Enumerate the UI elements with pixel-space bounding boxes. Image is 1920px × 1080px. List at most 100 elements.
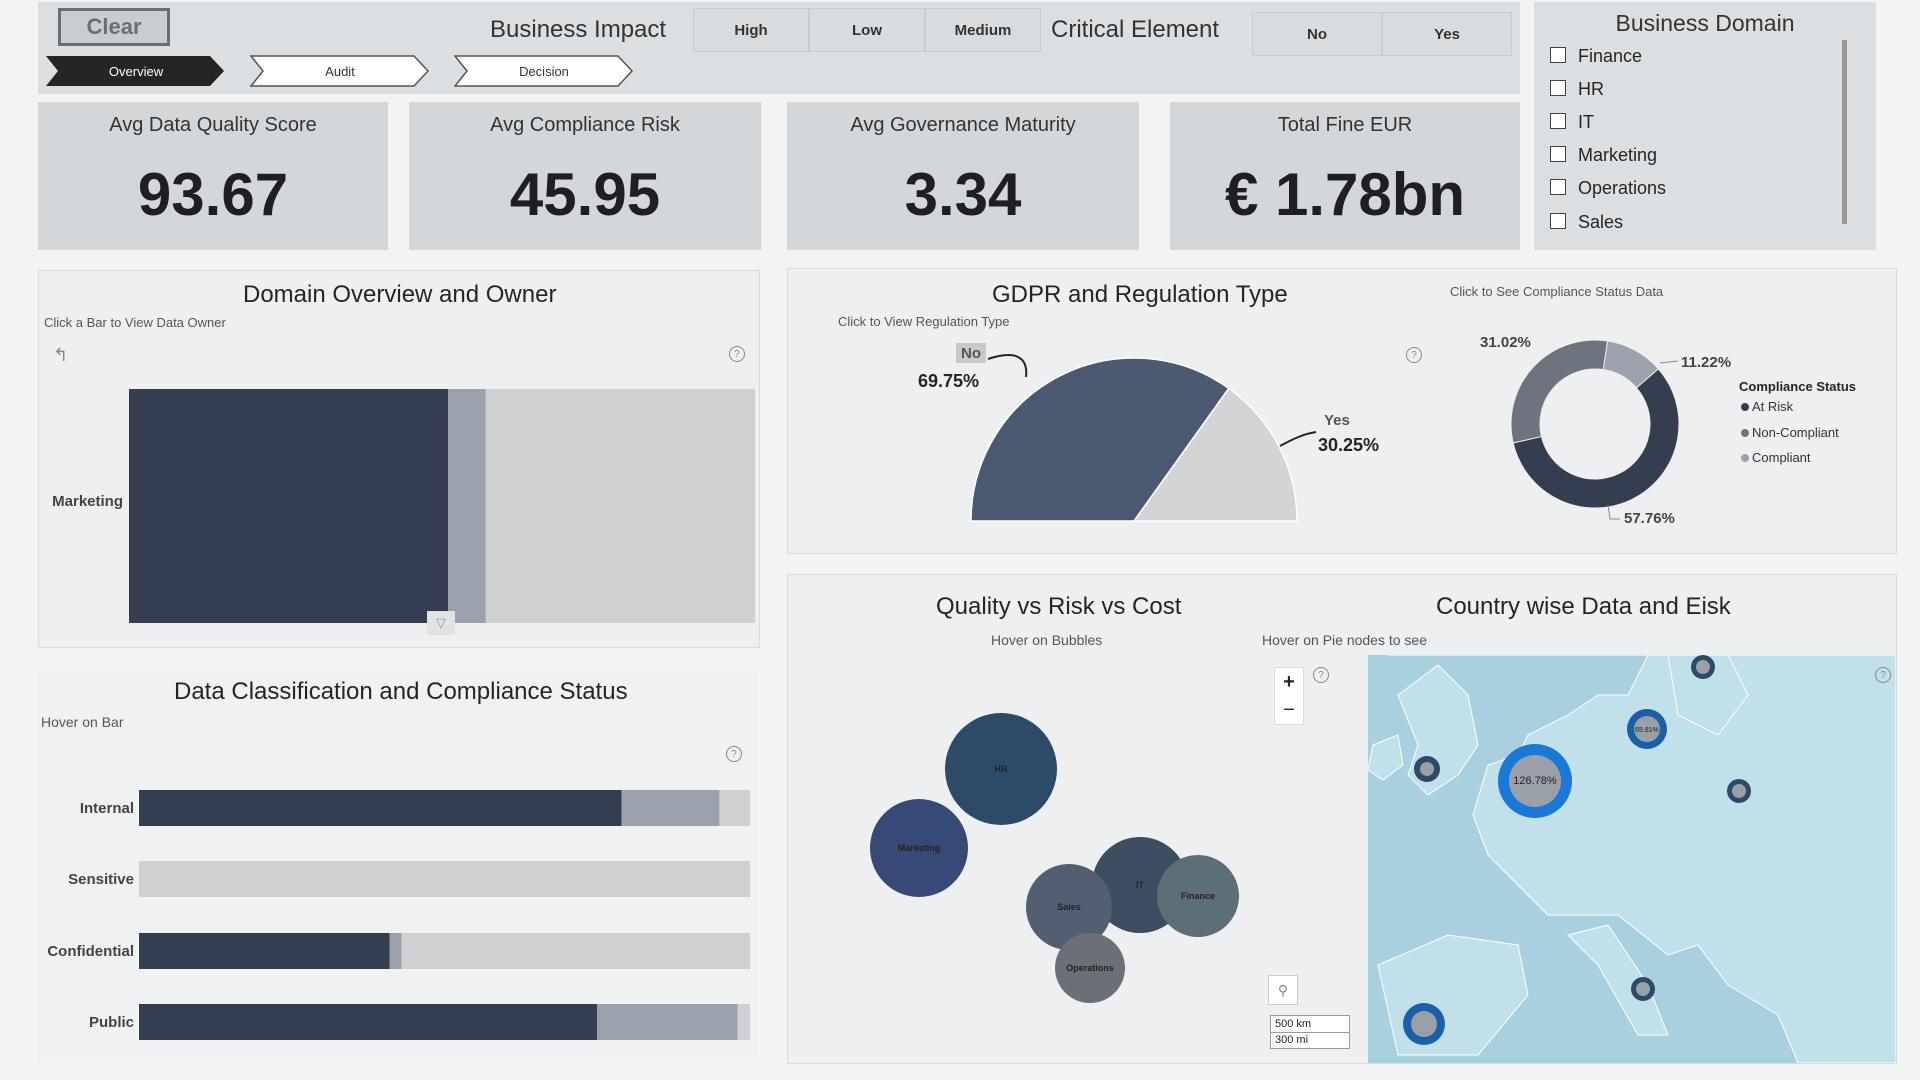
bubble-hr[interactable] [945,713,1057,825]
help-icon[interactable]: ? [726,746,742,762]
marketing-label[interactable]: Marketing [1578,145,1658,165]
leader-line [1659,360,1679,364]
nav-decision-button[interactable]: Decision [454,54,634,88]
classification-bar-chart: Internal Sensitive Confidential Public [47,790,750,1040]
hr-label[interactable]: HR [1578,79,1604,99]
nav-audit-button[interactable]: Audit [250,54,430,88]
zoom-out-button[interactable]: − [1283,698,1295,721]
kpi-card-data-quality: Avg Data Quality Score 93.67 [38,102,388,250]
panel-subtitle: Click to View Regulation Type [838,314,1010,329]
bubble-operations[interactable] [1055,933,1125,1003]
help-icon[interactable]: ? [1406,347,1422,363]
chevron-down-icon[interactable]: ▽ [427,611,455,635]
kpi-value: € 1.78bn [1224,161,1466,228]
bubble-finance[interactable] [1157,855,1239,937]
no-label: No [961,345,981,362]
bar-category-label: Marketing [52,493,123,510]
classification-bar-segment[interactable] [719,790,750,826]
domain-bar-segment[interactable] [129,389,449,623]
marketing-checkbox[interactable] [1550,146,1566,162]
help-icon[interactable]: ? [1313,667,1329,683]
it-label[interactable]: IT [1578,112,1594,132]
yes-label: Yes [1324,412,1350,429]
classification-bar-segment[interactable] [139,1004,598,1040]
donut-slice[interactable] [1512,368,1680,509]
gdpr-charts: No 69.75% Yes 30.25% 31.02% 11.22% 57.76… [918,334,1856,527]
pie-slice[interactable] [970,357,1230,522]
operations-label[interactable]: Operations [1578,178,1667,198]
panel-title: Data Classification and Compliance Statu… [174,678,628,705]
yes-leader-line [1279,431,1317,447]
classification-bar-segment[interactable] [139,790,622,826]
filter-bar: Clear Overview Audit Decision Business I… [38,2,1520,94]
donut-label-non-compliant: 11.22% [1681,354,1731,371]
bubble-sales[interactable] [1026,864,1112,950]
bubble-marketing[interactable] [870,799,968,897]
sales-checkbox[interactable] [1550,213,1566,229]
classification-bar-segment[interactable] [737,1004,750,1040]
domain-bar-segment[interactable] [448,389,486,623]
zoom-in-button[interactable]: + [1283,670,1295,693]
panel-subtitle: Hover on Bar [41,714,124,730]
domain-overview-panel: Domain Overview and Owner Click a Bar to… [38,270,760,648]
classification-bar-segment[interactable] [139,861,750,897]
critical-element-label: Critical Element [1051,16,1220,43]
europe-map[interactable]: 126.78% 65.81% [1368,655,1896,1063]
critical-yes-button[interactable]: Yes [1382,12,1512,56]
back-arrow-icon[interactable]: ↰ [53,345,69,365]
nav-audit-label: Audit [325,63,355,79]
panel-title: Quality vs Risk vs Cost [936,593,1182,620]
map-node-center [1420,762,1434,776]
kpi-value: 45.95 [509,161,661,228]
finance-checkbox[interactable] [1550,47,1566,63]
nav-overview-button[interactable]: Overview [46,54,226,88]
donut-subtitle: Click to See Compliance Status Data [1450,284,1664,299]
map-title: Country wise Data and Eisk [1436,593,1731,620]
map-node-label: 65.81% [1635,727,1659,734]
help-icon[interactable]: ? [1875,667,1891,683]
classification-bar-segment[interactable] [139,933,390,969]
map-pin-icon[interactable]: ⚲ [1268,975,1298,1005]
map-node-big-center [1509,755,1561,807]
donut-label-compliant: 31.02% [1480,334,1531,351]
map-node-center [1634,716,1660,742]
kpi-title: Total Fine EUR [1277,114,1413,136]
bubble-label: Marketing [898,843,941,853]
scandinavia [1667,655,1749,736]
map-nodes: 126.78% 65.81% [1403,655,1751,1045]
classification-bar-segment[interactable] [389,933,402,969]
domain-bar-segment[interactable] [485,389,755,623]
chevron-shape [250,55,430,87]
chevron-shape [454,55,634,87]
bubble-label: Finance [1181,891,1215,901]
help-icon[interactable]: ? [729,346,745,362]
classification-bar-segment[interactable] [597,1004,738,1040]
legend-item[interactable]: Non-Compliant [1752,425,1839,440]
ireland [1368,734,1404,781]
slicer-scrollbar[interactable] [1842,40,1847,224]
clear-button[interactable]: Clear [58,8,170,46]
panel-title: Domain Overview and Owner [243,281,557,308]
finance-label[interactable]: Finance [1578,46,1643,66]
operations-checkbox[interactable] [1550,179,1566,195]
classification-bar-segment[interactable] [401,933,750,969]
map-node-center [1732,784,1746,798]
pie-slice[interactable] [1132,387,1298,522]
hr-checkbox[interactable] [1550,80,1566,96]
legend-item[interactable]: Compliant [1752,450,1811,465]
impact-high-button[interactable]: High [693,8,809,52]
legend-item[interactable]: At Risk [1752,399,1794,414]
no-label-bg [956,343,986,363]
critical-no-button[interactable]: No [1252,12,1382,56]
donut-slice[interactable] [1510,339,1609,444]
sales-label[interactable]: Sales [1578,212,1624,232]
impact-low-button[interactable]: Low [809,8,925,52]
it-checkbox[interactable] [1550,113,1566,129]
impact-medium-button[interactable]: Medium [925,8,1041,52]
classification-bar-segment[interactable] [621,790,720,826]
bubble-label: Sales [1057,902,1081,912]
no-value: 69.75% [918,371,979,391]
legend-dot [1741,454,1749,462]
bar-category-label: Internal [80,800,134,817]
donut-label-at-risk: 57.76% [1624,510,1675,527]
